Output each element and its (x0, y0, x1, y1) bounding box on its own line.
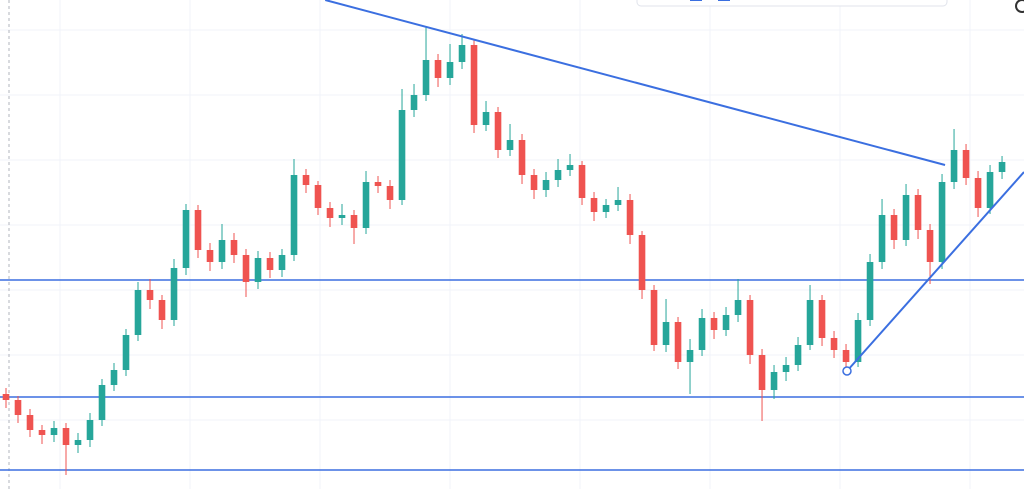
candle-body (722, 315, 730, 330)
candle-body (290, 175, 298, 255)
candle-body (542, 180, 550, 190)
candle-body (110, 370, 118, 385)
candle-body (242, 255, 250, 282)
candle-body (2, 394, 10, 400)
candle-body (962, 150, 970, 178)
candle-body (146, 290, 154, 300)
candle-body (50, 428, 58, 435)
candle-body (26, 415, 34, 430)
candle-body (530, 175, 538, 190)
candle-body (794, 345, 802, 365)
candle-body (254, 258, 262, 282)
candle-body (14, 400, 22, 415)
candle-body (698, 318, 706, 350)
candle-body (662, 322, 670, 345)
candle-body (986, 172, 994, 208)
candle-body (506, 140, 514, 150)
candle-body (650, 290, 658, 345)
candle-body (38, 430, 46, 435)
candle-body (314, 185, 322, 208)
candle-body (422, 60, 430, 95)
candle-body (998, 162, 1006, 172)
candle-body (638, 235, 646, 290)
candle-body (62, 428, 70, 445)
candle-body (818, 300, 826, 338)
candle-body (890, 215, 898, 240)
candle-body (362, 182, 370, 228)
candle-body (830, 338, 838, 350)
candle-body (926, 230, 934, 262)
candle-body (278, 255, 286, 270)
candle-body (446, 62, 454, 78)
candle-body (230, 240, 238, 255)
trend-line (846, 171, 1024, 372)
candle-body (770, 372, 778, 390)
candle-body (686, 350, 694, 362)
candle-body (206, 250, 214, 262)
candle-body (458, 45, 466, 62)
candle-body (398, 110, 406, 200)
candle-body (86, 420, 94, 440)
toolbar-icon[interactable] (718, 0, 730, 1)
candle-body (566, 165, 574, 170)
candle-body (806, 300, 814, 345)
toolbar[interactable] (636, 0, 948, 7)
candle-body (386, 186, 394, 200)
candle-body (122, 335, 130, 370)
candle-body (626, 200, 634, 235)
candle-body (338, 215, 346, 218)
candle-body (98, 385, 106, 420)
candle-body (782, 365, 790, 372)
candle-body (182, 210, 190, 268)
candle-body (950, 150, 958, 182)
candle-body (302, 175, 310, 185)
trend-line-handle (842, 366, 852, 376)
candle-body (134, 290, 142, 335)
candle-body (734, 300, 742, 315)
candle-body (614, 200, 622, 205)
candle-body (494, 112, 502, 150)
plot-area (0, 0, 1024, 475)
candle-body (878, 215, 886, 262)
candle-body (470, 45, 478, 125)
candle-body (554, 170, 562, 180)
candle-body (218, 240, 226, 262)
candle-body (410, 95, 418, 110)
candle-body (902, 195, 910, 240)
candle-body (266, 258, 274, 270)
candle-body (674, 322, 682, 362)
candle-body (158, 300, 166, 320)
candle-body (866, 262, 874, 320)
candle-body (350, 215, 358, 228)
candle-body (758, 355, 766, 390)
candle-body (170, 268, 178, 320)
candle-body (434, 60, 442, 78)
candle-body (374, 182, 382, 186)
candle-body (842, 350, 850, 362)
candle-body (518, 140, 526, 175)
candle-body (482, 112, 490, 125)
trend-line (324, 0, 946, 166)
candle-body (578, 165, 586, 198)
candle-body (602, 205, 610, 212)
settings-icon[interactable] (1015, 0, 1024, 13)
candle-body (854, 320, 862, 362)
candle-body (938, 182, 946, 262)
toolbar-icon[interactable] (690, 0, 702, 1)
candle-body (746, 300, 754, 355)
candle-body (590, 198, 598, 212)
candle-body (914, 195, 922, 230)
candle-body (326, 208, 334, 218)
candle-body (974, 178, 982, 208)
candle-body (194, 210, 202, 250)
candle-body (74, 440, 82, 445)
candle-body (710, 318, 718, 330)
